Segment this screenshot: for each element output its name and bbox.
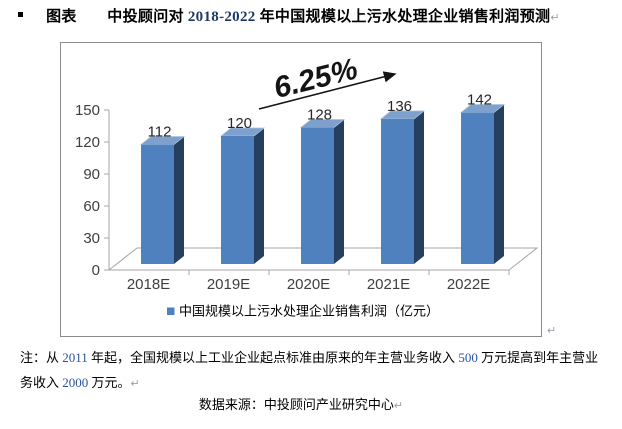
- bar-side-face: [494, 104, 504, 265]
- bar-front-face: [301, 127, 334, 264]
- chart-floor: [107, 247, 539, 271]
- bar-side-face: [254, 128, 264, 264]
- bar-value-label: 128: [307, 106, 332, 123]
- y-tick-label: 90: [83, 166, 100, 183]
- bar-value-label: 142: [467, 92, 492, 109]
- growth-arrow-icon: [258, 71, 397, 110]
- y-tick-label: 150: [75, 102, 100, 119]
- bar-front-face: [221, 136, 254, 264]
- figure-caption: 图表 中投顾问对 2018-2022 年中国规模以上污水处理企业销售利润预测↵: [0, 5, 606, 26]
- legend-label: 中国规模以上污水处理企业销售利润（亿元）: [179, 304, 439, 319]
- bar-value-label: 112: [148, 124, 172, 141]
- bar-top-face: [139, 136, 186, 145]
- bar-value-label: 136: [387, 98, 412, 115]
- bar-side-face: [334, 119, 344, 264]
- paragraph-mark-icon: ↵: [547, 325, 557, 337]
- y-tick-label: 0: [92, 262, 100, 279]
- paragraph-mark-icon: ↵: [550, 12, 560, 24]
- x-category-label: 2020E: [287, 276, 330, 293]
- footnote-text: 万元。: [88, 375, 131, 390]
- data-source-text: 数据来源：中投顾问产业研究中心: [198, 397, 394, 412]
- bar-value-label: 120: [227, 115, 252, 132]
- data-source-line: 数据来源：中投顾问产业研究中心↵: [60, 394, 542, 413]
- list-bullet-icon: [18, 12, 23, 17]
- caption-years: 2018-2022: [187, 9, 256, 25]
- x-category-label: 2019E: [207, 276, 250, 293]
- chart-object[interactable]: 0 30 60 90 120 150 112 2018E 120 2019E 128 2020E 136…: [60, 42, 542, 337]
- paragraph-mark-icon: ↵: [393, 400, 404, 412]
- x-category-label: 2018E: [127, 276, 170, 293]
- caption-prefix: 图表 中投顾问对: [46, 9, 188, 25]
- footnote-text: 注：从: [20, 350, 63, 365]
- bar-side-face: [174, 136, 184, 264]
- paragraph-mark-icon: ↵: [130, 378, 140, 390]
- y-tick-label: 30: [83, 230, 100, 247]
- footnote-text: 年起，全国规模以上工业企业起点标准由原来的年主营业务收入: [87, 350, 459, 365]
- caption-suffix: 年中国规模以上污水处理企业销售利润预测: [255, 9, 551, 25]
- bar-chart-3d: 0 30 60 90 120 150 112 2018E 120 2019E 128 2020E 136…: [75, 52, 539, 319]
- footnote-number: 2011: [62, 350, 88, 365]
- x-category-label: 2022E: [447, 276, 490, 293]
- legend-swatch-icon: [167, 307, 175, 315]
- footnote-number: 2000: [62, 375, 89, 390]
- footnote: 注：从 2011 年起，全国规模以上工业企业起点标准由原来的年主营业务收入 50…: [20, 345, 610, 397]
- footnote-text: 万元提高到年主营业务收入: [20, 350, 599, 390]
- bar-side-face: [414, 110, 424, 264]
- bar-front-face: [141, 144, 174, 264]
- bar-front-face: [461, 112, 494, 265]
- y-tick-label: 60: [83, 198, 100, 215]
- growth-annotation: 6.25%: [270, 52, 361, 105]
- x-category-label: 2021E: [367, 276, 410, 293]
- footnote-number: 500: [458, 350, 478, 365]
- y-tick-label: 120: [75, 134, 100, 151]
- bar-front-face: [381, 118, 414, 264]
